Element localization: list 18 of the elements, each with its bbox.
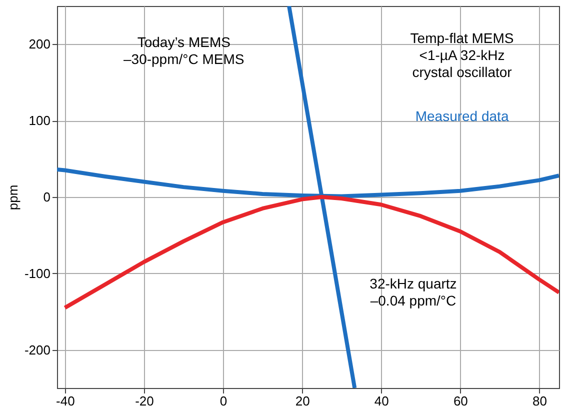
y-tick-label: -100 — [24, 266, 50, 281]
x-tick-label: 40 — [374, 394, 389, 408]
annotation: Measured data — [415, 108, 509, 124]
x-tick-label: -20 — [135, 394, 154, 408]
y-axis-title: ppm — [5, 184, 20, 210]
x-tick-label: 20 — [295, 394, 310, 408]
x-tick-label: -40 — [56, 394, 75, 408]
x-tick-label: 60 — [453, 394, 468, 408]
y-tick-label: 0 — [43, 190, 50, 204]
y-tick-label: -200 — [24, 342, 50, 358]
y-tick-label: 100 — [28, 113, 50, 128]
x-tick-label: 80 — [532, 394, 547, 408]
annotation: 32-kHz quartz –0.04 ppm/°C — [370, 276, 457, 309]
y-tick-label: 200 — [28, 36, 50, 52]
x-tick-label: 0 — [220, 394, 228, 408]
line-series — [62, 195, 559, 310]
annotation: Temp-flat MEMS <1-µA 32-kHz crystal oscillator — [410, 30, 514, 80]
annotation: Today’s MEMS –30-ppm/°C MEMS — [124, 34, 244, 67]
